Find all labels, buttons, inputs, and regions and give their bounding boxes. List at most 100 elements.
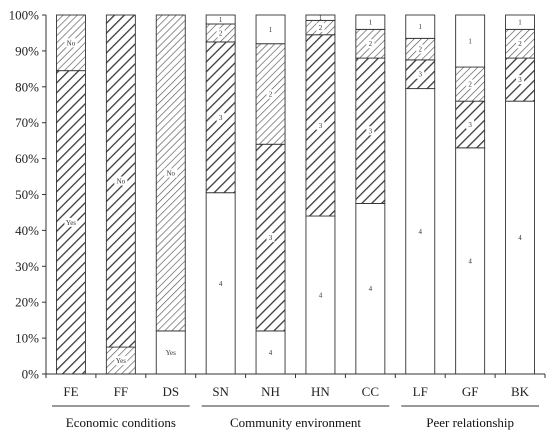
segment-label: 3 <box>219 114 223 122</box>
segment-label: 1 <box>518 19 522 27</box>
segment-label-bg <box>164 168 178 178</box>
bar-segment <box>305 14 336 21</box>
segment-label: Yes <box>116 357 126 365</box>
bar-segment <box>205 14 236 25</box>
segment-label-bg <box>316 23 325 33</box>
group-label: Peer relationship <box>426 415 514 430</box>
segment-label-bg <box>466 119 475 129</box>
segment-label-bg <box>316 120 325 130</box>
segment-label: 2 <box>319 24 323 32</box>
y-tick-label: 10% <box>15 331 39 346</box>
y-tick-label: 90% <box>15 43 39 58</box>
segment-label: 1 <box>468 38 472 46</box>
segment-label: 4 <box>269 349 273 357</box>
segment-label-bg <box>366 126 375 136</box>
bar-cc: 4 3 2 1 <box>355 14 386 375</box>
segment-label: 3 <box>419 71 423 79</box>
bar-lf: 4 3 2 1 <box>405 14 436 375</box>
y-tick-label: 100% <box>9 8 40 23</box>
segment-label: 1 <box>319 14 323 22</box>
segment-label-bg <box>416 69 425 79</box>
y-tick-label: 20% <box>15 295 39 310</box>
x-category-label: SN <box>212 384 229 399</box>
x-category-label: GF <box>462 384 479 399</box>
segment-label-bg <box>416 44 425 54</box>
x-category-label: DS <box>162 384 179 399</box>
x-category-label: HN <box>311 384 330 399</box>
segment-label-bg <box>266 89 275 99</box>
bar-nh: 4 3 2 1 <box>255 14 286 375</box>
x-category-label: FF <box>114 384 128 399</box>
segment-label-bg <box>64 38 78 48</box>
segment-label-bg <box>64 217 78 227</box>
segment-label: 3 <box>518 76 522 84</box>
segment-label: No <box>67 39 76 47</box>
x-category-label: NH <box>261 384 280 399</box>
y-tick-label: 50% <box>15 187 39 202</box>
segment-label: No <box>166 169 175 177</box>
segment-label: 4 <box>518 234 522 242</box>
bar-sn: 4 3 2 1 <box>205 14 236 375</box>
x-category-label: LF <box>413 384 428 399</box>
segment-label: No <box>117 178 126 186</box>
segment-label-bg <box>114 356 128 366</box>
segment-label: 4 <box>369 285 373 293</box>
segment-label: 2 <box>419 46 423 54</box>
segment-label: 4 <box>319 292 323 300</box>
segment-label: 2 <box>219 29 223 37</box>
x-category-label: CC <box>362 384 379 399</box>
bar-segment <box>305 215 336 375</box>
segment-label: 4 <box>468 257 472 265</box>
x-axis: FE FF DS SN NH HN CC LF GF BK <box>45 373 546 399</box>
y-tick-label: 80% <box>15 79 39 94</box>
segment-label: 1 <box>419 23 423 31</box>
segment-label: 3 <box>319 122 323 130</box>
bar-segment <box>455 147 486 375</box>
segment-label: Yes <box>66 219 76 227</box>
segment-label: 2 <box>468 81 472 89</box>
segment-label: 3 <box>269 234 273 242</box>
bar-hn: 4 3 2 1 <box>305 14 336 375</box>
segment-label: 2 <box>269 90 273 98</box>
group-label: Economic conditions <box>66 415 176 430</box>
bar-fe: Yes No <box>56 14 86 375</box>
x-category-label: BK <box>511 384 530 399</box>
segment-label-bg <box>516 75 525 85</box>
group-label: Community environment <box>230 415 361 430</box>
bar-segment <box>455 14 486 68</box>
group-labels: Economic conditions Community environment… <box>52 405 539 430</box>
segment-label: 2 <box>518 40 522 48</box>
segment-label: 1 <box>369 19 373 27</box>
bar-segment <box>405 88 436 375</box>
x-category-label: FE <box>63 384 78 399</box>
bar-segment <box>355 203 386 375</box>
bar-segment <box>405 14 436 39</box>
segment-label-bg <box>216 28 225 38</box>
segment-label: Yes <box>166 349 176 357</box>
bar-bk: 4 3 2 1 <box>505 14 535 375</box>
segment-label-bg <box>516 39 525 49</box>
segment-label: 1 <box>219 16 223 24</box>
segment-label-bg <box>466 79 475 89</box>
y-tick-label: 40% <box>15 223 39 238</box>
y-axis: 0% 10% 20% 30% 40% 50% 60% 70% 80% 90% 100% <box>9 8 47 382</box>
segment-label-bg <box>266 233 275 243</box>
y-tick-label: 60% <box>15 151 39 166</box>
segment-label: 1 <box>269 26 273 34</box>
bar-segment <box>255 14 286 45</box>
bar-segment <box>205 192 236 375</box>
y-tick-label: 0% <box>22 367 40 382</box>
segment-label: 3 <box>468 121 472 129</box>
bar-ds: Yes No <box>155 14 186 375</box>
bar-segment <box>505 57 535 102</box>
segment-label: 3 <box>369 127 373 135</box>
bars: YesNoYesNoYesNo4321432143214321432143214… <box>56 14 535 375</box>
segment-label-bg <box>366 39 375 49</box>
segment-label-bg <box>114 176 128 186</box>
bar-segment <box>355 14 386 30</box>
bar-segment <box>505 14 535 30</box>
y-tick-label: 30% <box>15 259 39 274</box>
y-tick-label: 70% <box>15 115 39 130</box>
segment-label: 4 <box>419 228 423 236</box>
